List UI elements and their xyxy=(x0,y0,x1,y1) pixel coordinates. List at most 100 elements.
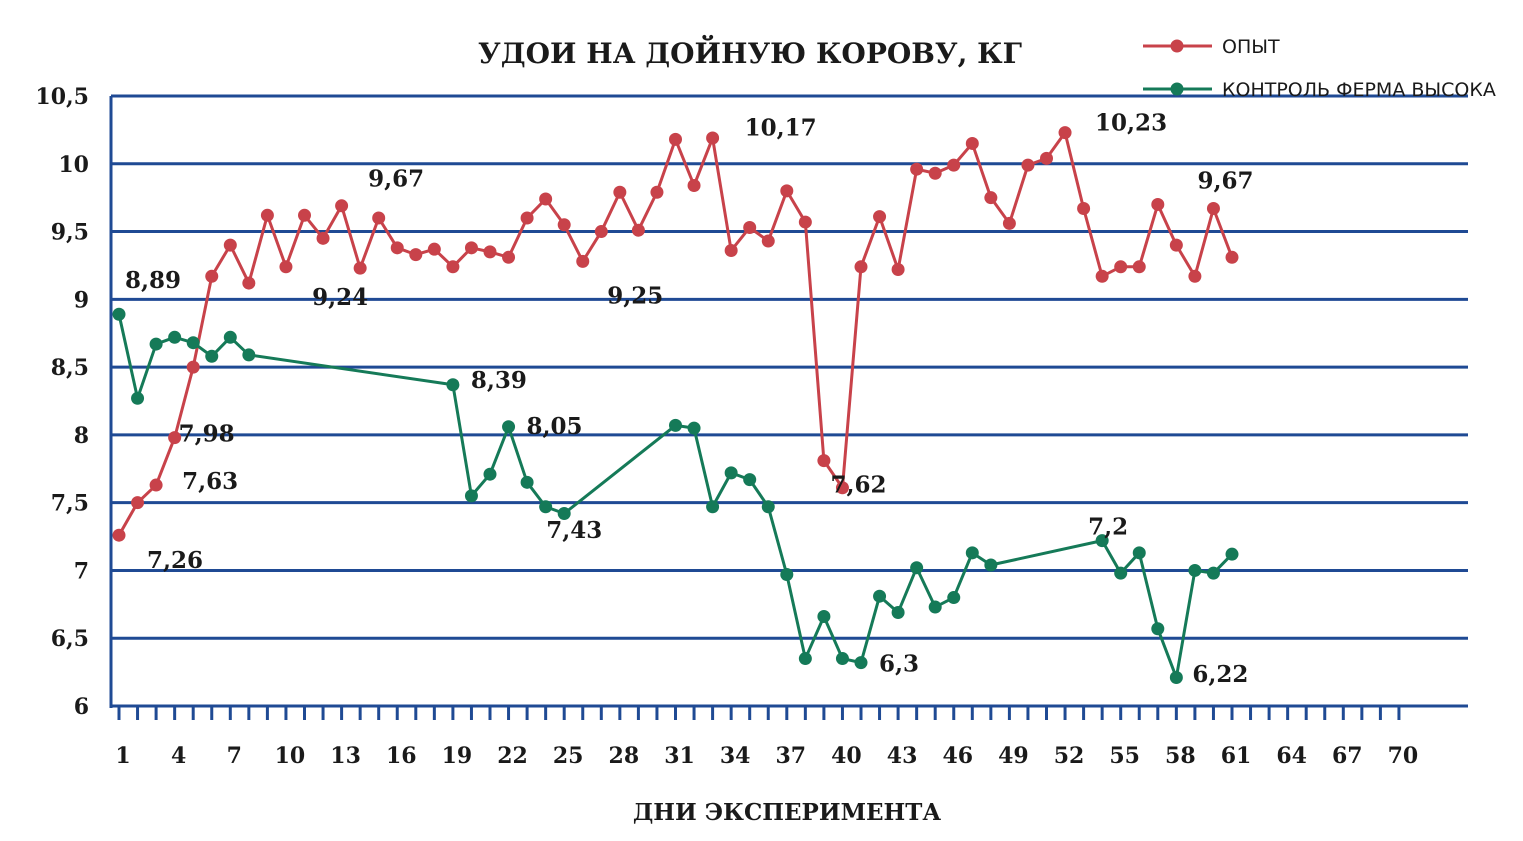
data-point xyxy=(1132,260,1146,274)
data-label: 7,2 xyxy=(1088,513,1128,540)
x-tick-label: 1 xyxy=(115,743,130,769)
data-point xyxy=(965,546,979,560)
x-tick-label: 10 xyxy=(275,743,306,769)
data-label: 8,39 xyxy=(471,367,527,394)
data-point xyxy=(724,466,738,480)
data-point xyxy=(910,162,924,176)
data-label: 7,62 xyxy=(830,471,886,498)
data-point xyxy=(1040,151,1053,165)
data-point xyxy=(947,591,961,605)
data-point xyxy=(817,610,831,624)
data-point xyxy=(186,360,200,374)
x-tick-label: 34 xyxy=(720,743,751,769)
data-point xyxy=(446,260,460,274)
data-point xyxy=(891,605,905,619)
data-point xyxy=(835,481,849,495)
x-axis-label: ДНИ ЭКСПЕРИМЕНТА xyxy=(633,799,942,826)
y-tick-label: 8 xyxy=(74,423,89,449)
data-point xyxy=(687,421,701,435)
chart-title: УДОИ НА ДОЙНУЮ КОРОВУ, КГ xyxy=(478,35,1022,70)
data-point xyxy=(928,600,942,614)
data-point xyxy=(780,568,794,582)
data-point xyxy=(483,245,497,259)
data-point xyxy=(186,336,200,350)
data-point xyxy=(464,489,478,503)
data-point xyxy=(761,234,775,248)
data-point xyxy=(168,431,182,445)
data-label: 8,89 xyxy=(125,267,181,294)
data-point xyxy=(520,211,534,225)
data-point xyxy=(1058,126,1072,140)
data-point xyxy=(1002,216,1016,230)
data-point xyxy=(1151,197,1165,211)
x-tick-label: 37 xyxy=(775,743,806,769)
data-point xyxy=(780,184,794,198)
data-point xyxy=(520,475,534,489)
data-point xyxy=(1095,269,1109,283)
y-tick-label: 8,5 xyxy=(51,355,89,381)
data-point xyxy=(1225,547,1239,561)
series-line-1 xyxy=(117,313,1234,680)
data-point xyxy=(1206,566,1220,580)
data-point xyxy=(353,261,367,275)
data-point xyxy=(427,242,441,256)
y-tick-label: 6,5 xyxy=(51,626,89,652)
data-point xyxy=(613,185,627,199)
data-point xyxy=(1132,546,1146,560)
data-point xyxy=(149,337,163,351)
legend-label: КОНТРОЛЬ ФЕРМА ВЫСОКА xyxy=(1222,79,1496,101)
data-point xyxy=(131,391,145,405)
data-point xyxy=(1021,158,1035,172)
data-point xyxy=(835,652,849,666)
data-point xyxy=(947,158,961,172)
data-label: 6,3 xyxy=(879,650,919,677)
legend: ОПЫТ КОНТРОЛЬ ФЕРМА ВЫСОКА xyxy=(1143,36,1496,101)
data-point xyxy=(798,652,812,666)
data-point xyxy=(446,378,460,392)
data-point xyxy=(223,330,237,344)
data-label: 7,26 xyxy=(147,547,203,574)
x-tick-label: 4 xyxy=(171,743,186,769)
y-axis-ticks: 6 6,5 7 7,5 8 8,5 9 9,5 10 10,5 xyxy=(35,84,89,720)
data-point xyxy=(316,231,330,245)
x-tick-label: 49 xyxy=(998,743,1029,769)
x-tick-label: 46 xyxy=(942,743,973,769)
legend-marker xyxy=(1170,82,1184,96)
x-tick-label: 55 xyxy=(1109,743,1140,769)
x-tick-label: 31 xyxy=(664,743,695,769)
data-point xyxy=(539,500,553,514)
data-point xyxy=(798,215,812,229)
data-point xyxy=(557,218,571,232)
y-tick-label: 7 xyxy=(74,558,89,584)
data-point xyxy=(1151,622,1165,636)
data-label: 9,25 xyxy=(607,282,663,309)
data-point xyxy=(298,208,311,222)
data-label: 7,43 xyxy=(546,517,602,544)
data-point xyxy=(928,166,942,180)
data-point xyxy=(335,199,349,213)
data-point xyxy=(669,418,682,432)
data-point xyxy=(706,131,720,145)
data-point xyxy=(984,191,998,205)
x-tick-label: 25 xyxy=(553,743,584,769)
data-point xyxy=(1206,202,1220,216)
data-label: 10,23 xyxy=(1095,110,1167,137)
data-point xyxy=(706,500,720,514)
data-point xyxy=(761,500,775,514)
y-tick-label: 9,5 xyxy=(51,220,89,246)
y-tick-label: 7,5 xyxy=(51,491,89,517)
series-group xyxy=(112,126,1239,685)
data-point xyxy=(1077,202,1091,216)
data-label: 10,17 xyxy=(745,115,817,142)
data-point xyxy=(650,185,664,199)
data-point xyxy=(854,260,868,274)
data-point xyxy=(483,467,497,481)
x-tick-label: 52 xyxy=(1054,743,1085,769)
data-point xyxy=(687,178,701,192)
data-point xyxy=(149,478,163,492)
data-label: 9,67 xyxy=(1197,168,1253,195)
x-axis-ticks: 1 4 7 10 13 16 19 22 25 28 31 34 37 40 43 46 49 52 55 58 61 6… xyxy=(115,743,1418,769)
data-label: 9,24 xyxy=(312,284,368,311)
data-point xyxy=(817,454,831,468)
data-point xyxy=(891,263,905,277)
